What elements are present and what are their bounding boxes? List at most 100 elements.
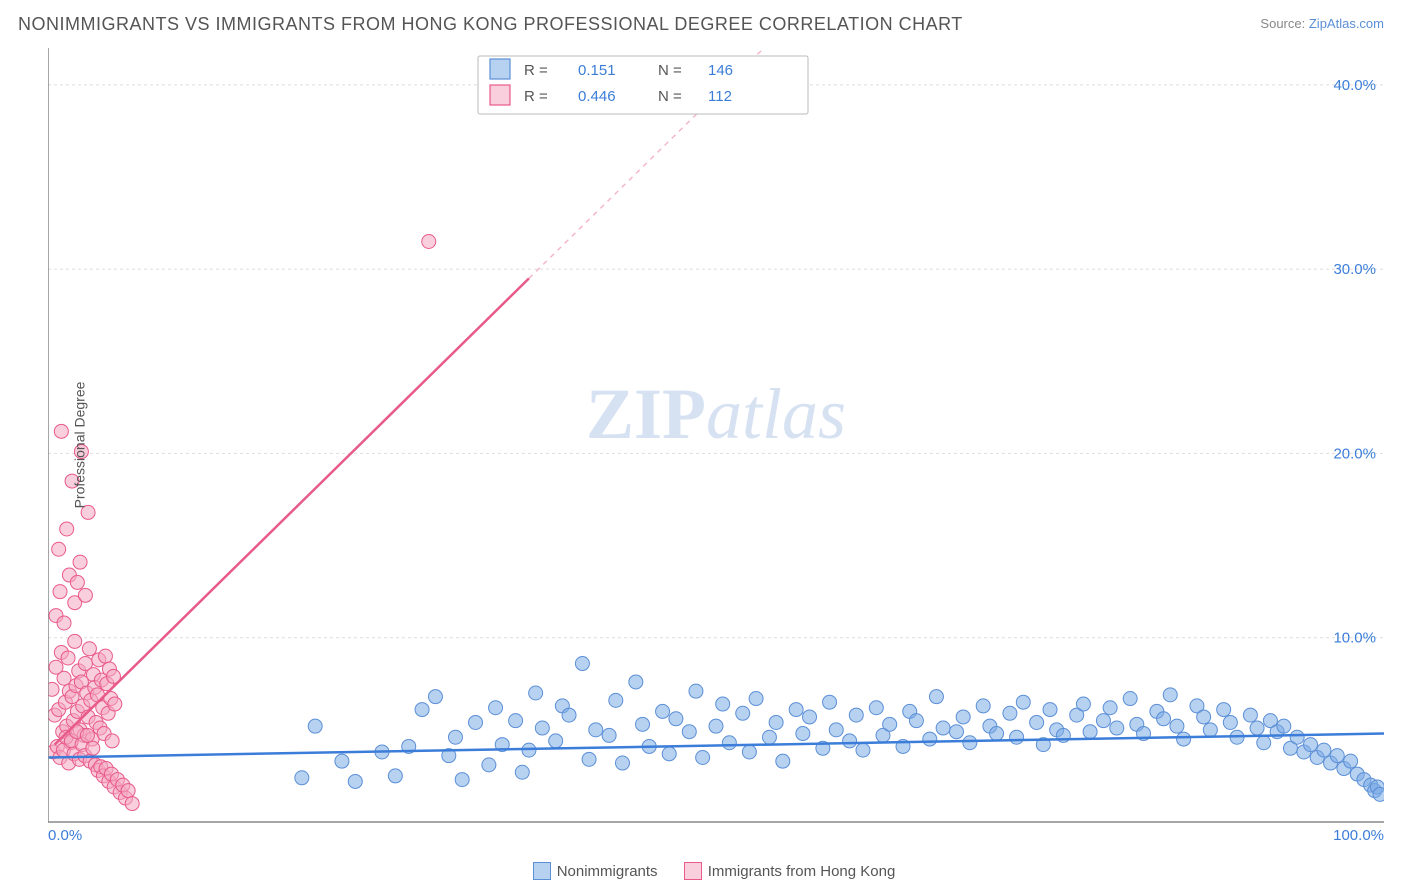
data-point: [82, 642, 96, 656]
data-point: [549, 734, 563, 748]
data-point: [696, 751, 710, 765]
data-point: [53, 585, 67, 599]
data-point: [823, 695, 837, 709]
data-point: [1096, 714, 1110, 728]
legend-r-label: R =: [524, 88, 548, 105]
data-point: [609, 693, 623, 707]
data-point: [949, 725, 963, 739]
data-point: [535, 721, 549, 735]
data-point: [716, 697, 730, 711]
data-point: [515, 765, 529, 779]
data-point: [105, 734, 119, 748]
data-point: [489, 701, 503, 715]
data-point: [295, 771, 309, 785]
data-point: [562, 708, 576, 722]
trend-line-pink: [55, 278, 529, 744]
source-link[interactable]: ZipAtlas.com: [1309, 16, 1384, 31]
data-point: [1163, 688, 1177, 702]
data-point: [78, 588, 92, 602]
x-tick-label: 100.0%: [1333, 827, 1384, 842]
legend-n-label: N =: [658, 62, 682, 79]
data-point: [80, 728, 94, 742]
data-point: [796, 727, 810, 741]
data-point: [1076, 697, 1090, 711]
data-point: [736, 706, 750, 720]
data-point: [789, 703, 803, 717]
source-label: Source:: [1260, 16, 1305, 31]
data-point: [662, 747, 676, 761]
data-point: [57, 616, 71, 630]
data-point: [722, 736, 736, 750]
data-point: [742, 745, 756, 759]
y-axis-label: Professional Degree: [71, 382, 87, 509]
data-point: [849, 708, 863, 722]
data-point: [125, 797, 139, 811]
data-point: [60, 522, 74, 536]
data-point: [762, 730, 776, 744]
data-point: [769, 715, 783, 729]
data-point: [856, 743, 870, 757]
data-point: [455, 773, 469, 787]
data-point: [629, 675, 643, 689]
data-point: [1103, 701, 1117, 715]
data-point: [48, 682, 59, 696]
data-point: [869, 701, 883, 715]
correlation-legend: R =0.151N =146R =0.446N =112: [478, 56, 808, 114]
data-point: [1217, 703, 1231, 717]
data-point: [656, 704, 670, 718]
data-point: [923, 732, 937, 746]
data-point: [1110, 721, 1124, 735]
legend-swatch: [490, 85, 510, 105]
data-point: [469, 715, 483, 729]
data-point: [976, 699, 990, 713]
data-point: [1010, 730, 1024, 744]
legend-n-value: 112: [708, 88, 732, 105]
data-point: [61, 651, 75, 665]
data-point: [1243, 708, 1257, 722]
data-point: [1030, 715, 1044, 729]
data-point: [909, 714, 923, 728]
data-point: [1043, 703, 1057, 717]
data-point: [956, 710, 970, 724]
legend-n-label: N =: [658, 88, 682, 105]
y-tick-label: 20.0%: [1333, 445, 1376, 462]
data-point: [682, 725, 696, 739]
data-point: [68, 634, 82, 648]
data-point: [422, 235, 436, 249]
data-point: [776, 754, 790, 768]
data-point: [1003, 706, 1017, 720]
data-point: [990, 727, 1004, 741]
data-point: [883, 717, 897, 731]
data-point: [529, 686, 543, 700]
data-point: [428, 690, 442, 704]
data-point: [482, 758, 496, 772]
data-point: [348, 774, 362, 788]
data-point: [843, 734, 857, 748]
legend-swatch-blue: [533, 862, 551, 880]
data-point: [86, 741, 100, 755]
data-point: [388, 769, 402, 783]
data-point: [1290, 730, 1304, 744]
scatter-chart: ZIPatlas 10.0%20.0%30.0%40.0% 0.0%100.0%…: [48, 48, 1384, 842]
legend-label-2: Immigrants from Hong Kong: [708, 863, 896, 880]
data-point: [54, 424, 68, 438]
data-point: [602, 728, 616, 742]
legend-swatch-pink: [684, 862, 702, 880]
data-point: [963, 736, 977, 750]
data-point: [73, 555, 87, 569]
data-point: [415, 703, 429, 717]
data-point: [1157, 712, 1171, 726]
data-point: [1277, 719, 1291, 733]
legend-r-value: 0.446: [578, 88, 616, 105]
data-point: [1223, 715, 1237, 729]
data-point: [1083, 725, 1097, 739]
data-point: [1197, 710, 1211, 724]
legend-r-label: R =: [524, 62, 548, 79]
data-point: [929, 690, 943, 704]
data-point: [589, 723, 603, 737]
data-point: [1304, 738, 1318, 752]
legend-n-value: 146: [708, 62, 733, 79]
data-point: [1177, 732, 1191, 746]
data-point: [749, 692, 763, 706]
data-point: [1330, 749, 1344, 763]
